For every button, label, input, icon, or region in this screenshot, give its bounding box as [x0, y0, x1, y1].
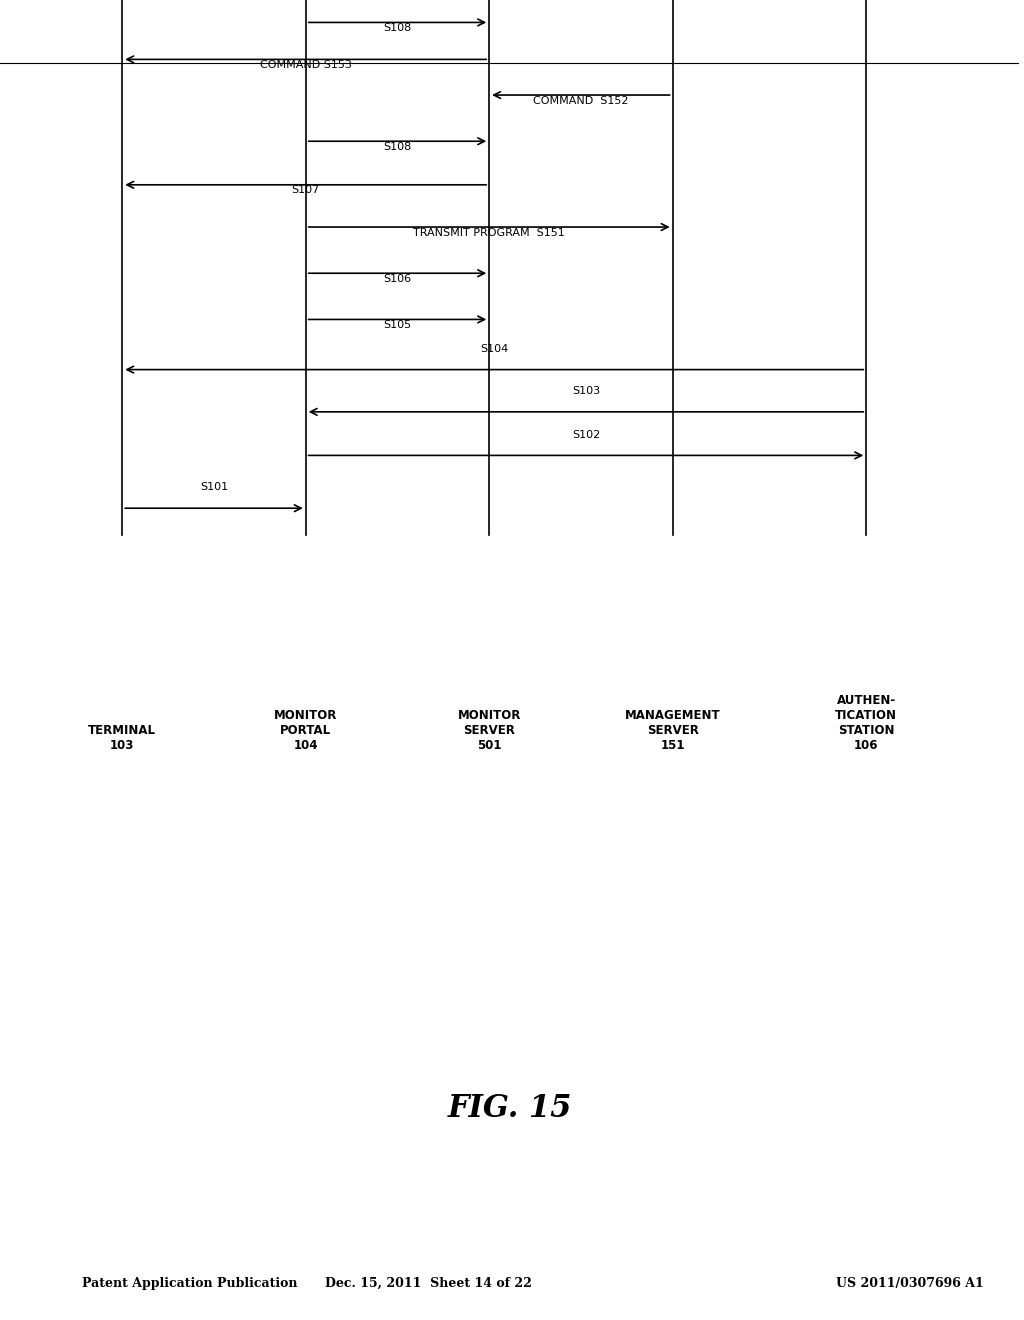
Text: MANAGEMENT
SERVER
151: MANAGEMENT SERVER 151 [625, 709, 721, 752]
Text: S102: S102 [571, 429, 600, 440]
Text: S108: S108 [383, 22, 412, 33]
Text: S101: S101 [200, 482, 228, 492]
Text: TRANSMIT PROGRAM  S151: TRANSMIT PROGRAM S151 [414, 227, 565, 238]
Text: S107: S107 [292, 185, 319, 195]
Text: MONITOR
SERVER
501: MONITOR SERVER 501 [458, 709, 521, 752]
Text: Dec. 15, 2011  Sheet 14 of 22: Dec. 15, 2011 Sheet 14 of 22 [325, 1276, 531, 1290]
Text: US 2011/0307696 A1: US 2011/0307696 A1 [836, 1276, 983, 1290]
Text: Patent Application Publication: Patent Application Publication [82, 1276, 297, 1290]
Text: COMMAND  S152: COMMAND S152 [534, 95, 629, 106]
Text: MONITOR
PORTAL
104: MONITOR PORTAL 104 [274, 709, 338, 752]
Text: COMMAND S153: COMMAND S153 [260, 59, 351, 70]
Text: FIG. 15: FIG. 15 [447, 1093, 571, 1125]
Text: S103: S103 [572, 385, 600, 396]
Text: S108: S108 [383, 141, 412, 152]
Text: S106: S106 [383, 273, 412, 284]
Text: TERMINAL
103: TERMINAL 103 [88, 725, 157, 752]
Text: AUTHEN-
TICATION
STATION
106: AUTHEN- TICATION STATION 106 [836, 694, 897, 752]
Text: S105: S105 [383, 319, 412, 330]
Text: S104: S104 [480, 343, 508, 354]
